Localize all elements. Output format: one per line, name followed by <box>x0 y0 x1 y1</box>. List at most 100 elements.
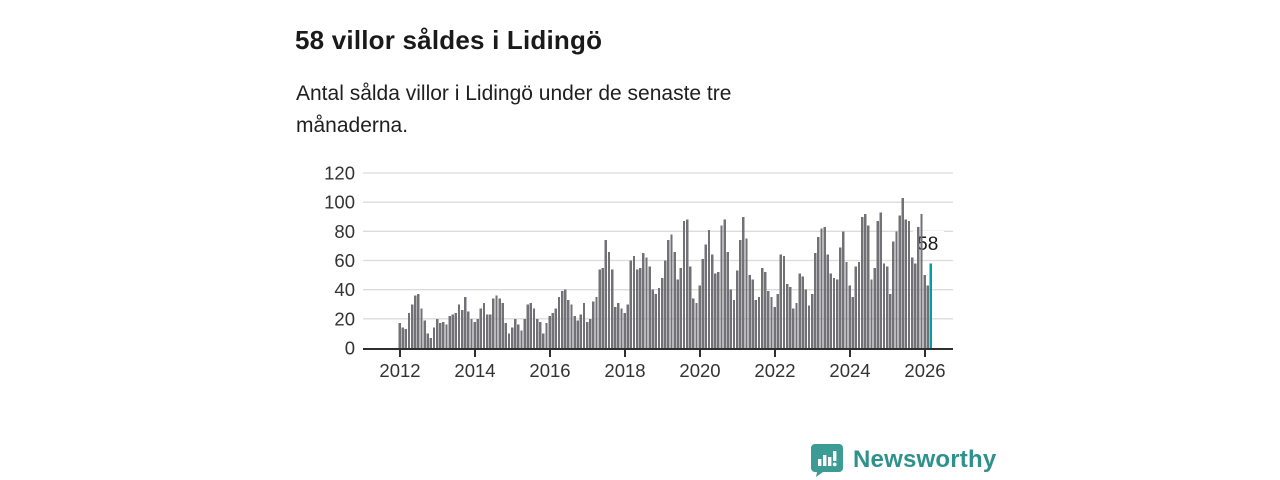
bar <box>723 219 726 348</box>
bar <box>742 216 745 348</box>
bar <box>401 327 404 348</box>
bar <box>839 247 842 348</box>
bar <box>832 278 836 348</box>
y-tick-label-100: 100 <box>324 192 355 213</box>
bar <box>660 278 664 348</box>
bar <box>507 333 511 348</box>
bar <box>610 269 614 348</box>
bar <box>614 307 617 348</box>
bar <box>682 221 686 348</box>
y-tick-label-40: 40 <box>334 279 355 300</box>
bar <box>492 298 495 348</box>
bar <box>842 231 845 348</box>
bar <box>648 266 651 348</box>
bar <box>485 314 489 348</box>
bar <box>864 213 867 348</box>
bar <box>729 289 733 348</box>
bar <box>635 269 639 348</box>
bar <box>582 302 586 348</box>
bar <box>448 315 451 348</box>
newsworthy-logo-icon <box>811 444 843 477</box>
bar <box>814 253 817 348</box>
bar <box>845 261 848 348</box>
bar <box>454 313 458 348</box>
bar <box>445 324 448 348</box>
bar <box>554 308 558 348</box>
bar <box>476 318 479 348</box>
bar <box>676 279 679 348</box>
bar <box>579 314 583 348</box>
bar <box>589 318 592 348</box>
bar <box>642 253 645 348</box>
bar <box>495 295 498 348</box>
bar <box>764 272 767 348</box>
bar <box>545 323 548 348</box>
bar <box>498 298 501 348</box>
bar <box>567 299 570 348</box>
bar <box>876 221 879 348</box>
bar <box>801 276 804 348</box>
bar <box>626 304 629 348</box>
bar <box>920 213 923 348</box>
bar <box>410 304 414 348</box>
bar <box>639 267 642 348</box>
bar <box>757 296 761 348</box>
bar <box>548 315 551 348</box>
bar <box>854 266 858 348</box>
bar <box>892 241 895 348</box>
bar <box>617 302 620 348</box>
bar <box>632 256 636 348</box>
bar <box>667 240 670 348</box>
bar <box>414 295 417 348</box>
x-tick-label-2026: 2026 <box>904 360 945 381</box>
x-tick-label-2012: 2012 <box>379 360 420 381</box>
bar <box>817 237 820 348</box>
subtitle-line-1: Antal sålda villor i Lidingö under de se… <box>296 82 732 105</box>
bar <box>907 221 911 348</box>
bar <box>592 301 595 348</box>
bar <box>570 304 573 348</box>
bar <box>598 269 601 348</box>
bar <box>517 324 520 348</box>
page-title: 58 villor såldes i Lidingö <box>295 25 603 56</box>
bar <box>923 275 926 348</box>
bar <box>820 228 823 348</box>
bar <box>442 321 445 348</box>
bar <box>470 318 473 348</box>
bar <box>529 302 533 348</box>
bar <box>751 279 754 348</box>
chart-subtitle: Antal sålda villor i Lidingö under de se… <box>296 78 731 142</box>
y-tick-label-60: 60 <box>334 250 355 271</box>
bar <box>789 286 792 348</box>
bar <box>620 308 623 348</box>
bar <box>889 294 892 348</box>
bar <box>870 279 873 348</box>
bar <box>704 244 708 348</box>
bar <box>904 219 908 348</box>
bar <box>720 225 723 348</box>
bar <box>779 254 783 348</box>
bar <box>429 337 433 348</box>
bar <box>810 294 814 348</box>
bar <box>576 320 579 348</box>
bar <box>735 270 739 348</box>
bar <box>398 323 401 348</box>
bar <box>482 302 486 348</box>
bar <box>479 308 483 348</box>
newsworthy-logo: Newsworthy <box>810 443 996 477</box>
x-tick-label-2014: 2014 <box>454 360 495 381</box>
bar <box>926 285 929 348</box>
bar <box>782 256 786 348</box>
bar <box>504 323 508 348</box>
logo-bubble-shape <box>811 444 843 477</box>
bar <box>792 308 795 348</box>
bar <box>404 329 408 348</box>
bar <box>739 240 742 348</box>
bar <box>514 318 517 348</box>
bar <box>532 308 536 348</box>
x-tick-label-2016: 2016 <box>529 360 570 381</box>
bar <box>689 266 692 348</box>
bar <box>860 216 864 348</box>
